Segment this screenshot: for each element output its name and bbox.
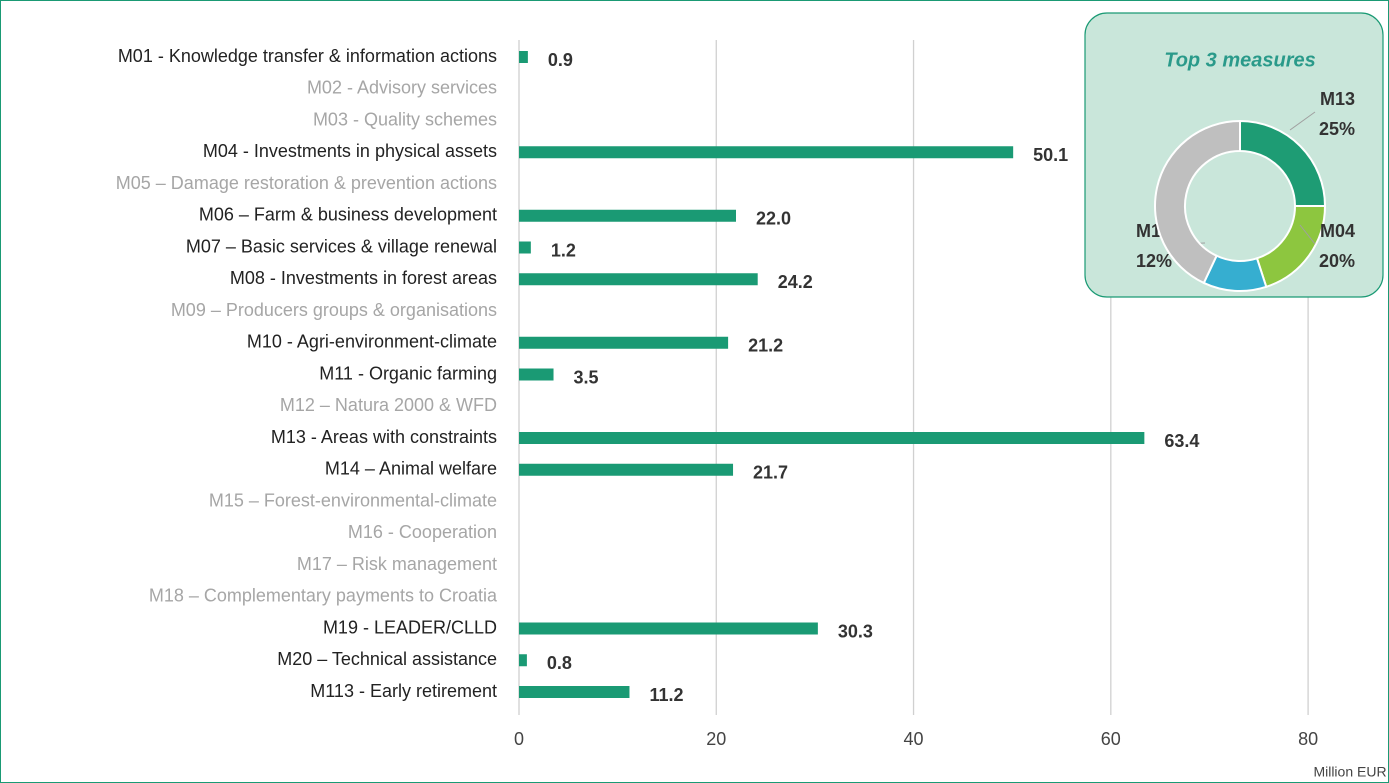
- category-label: M14 – Animal welfare: [325, 459, 497, 479]
- x-tick-label: 0: [514, 729, 524, 749]
- bar: [519, 432, 1145, 444]
- value-label: 63.4: [1164, 431, 1199, 451]
- category-label: M15 – Forest-environmental-climate: [209, 490, 497, 510]
- value-label: 22.0: [756, 209, 791, 229]
- bar: [519, 336, 729, 349]
- pie-category-label: M13: [1320, 89, 1355, 109]
- category-label: M19 - LEADER/CLLD: [323, 617, 497, 637]
- category-label: M09 – Producers groups & organisations: [171, 300, 497, 320]
- bar: [519, 209, 736, 222]
- leader-line: [1289, 111, 1316, 131]
- x-tick-label: 40: [904, 729, 924, 749]
- category-label: M05 – Damage restoration & prevention ac…: [116, 173, 497, 193]
- bar: [519, 654, 527, 667]
- category-label: M03 - Quality schemes: [313, 109, 497, 129]
- bar: [519, 622, 818, 635]
- pie-value-label: 25%: [1319, 119, 1355, 139]
- bar: [519, 51, 528, 63]
- value-label: 24.2: [778, 272, 813, 292]
- bar: [519, 146, 1014, 159]
- pie-category-label: M04: [1320, 221, 1355, 241]
- bar: [519, 273, 758, 286]
- x-tick-label: 80: [1298, 729, 1318, 749]
- category-label: M113 - Early retirement: [310, 681, 497, 701]
- category-label: M08 - Investments in forest areas: [230, 268, 497, 288]
- leader-line: [1299, 224, 1316, 245]
- pie-title: Top 3 measures: [1164, 49, 1316, 71]
- pie-value-label: 20%: [1319, 251, 1355, 271]
- category-label: M11 - Organic farming: [319, 363, 497, 383]
- value-label: 21.7: [753, 463, 788, 483]
- bar: [519, 241, 531, 254]
- category-label: M16 - Cooperation: [348, 522, 497, 542]
- value-label: 1.2: [551, 240, 576, 260]
- bar: [519, 368, 554, 381]
- bar: [519, 463, 734, 476]
- category-label: M06 – Farm & business development: [199, 205, 497, 225]
- category-label: M01 - Knowledge transfer & information a…: [118, 46, 497, 66]
- category-label: M12 – Natura 2000 & WFD: [280, 395, 497, 415]
- category-label: M10 - Agri-environment-climate: [247, 332, 497, 352]
- pie-value-label: 12%: [1136, 251, 1172, 271]
- value-label: 50.1: [1033, 145, 1068, 165]
- x-axis-label: Million EUR: [1313, 764, 1386, 780]
- x-tick-label: 20: [706, 729, 726, 749]
- value-label: 0.9: [548, 50, 573, 70]
- pie-slice: [1154, 119, 1241, 285]
- x-tick-label: 60: [1101, 729, 1121, 749]
- category-label: M07 – Basic services & village renewal: [186, 236, 497, 256]
- category-label: M13 - Areas with constraints: [271, 427, 497, 447]
- category-label: M04 - Investments in physical assets: [203, 141, 497, 161]
- category-label: M17 – Risk management: [297, 554, 497, 574]
- value-label: 3.5: [574, 367, 599, 387]
- category-label: M02 - Advisory services: [307, 78, 497, 98]
- value-label: 21.2: [748, 336, 783, 356]
- category-label: M20 – Technical assistance: [277, 649, 497, 669]
- value-label: 0.8: [547, 653, 572, 673]
- value-label: 30.3: [838, 621, 873, 641]
- value-label: 11.2: [649, 685, 683, 705]
- bar: [519, 686, 630, 698]
- category-label: M18 – Complementary payments to Croatia: [149, 586, 498, 606]
